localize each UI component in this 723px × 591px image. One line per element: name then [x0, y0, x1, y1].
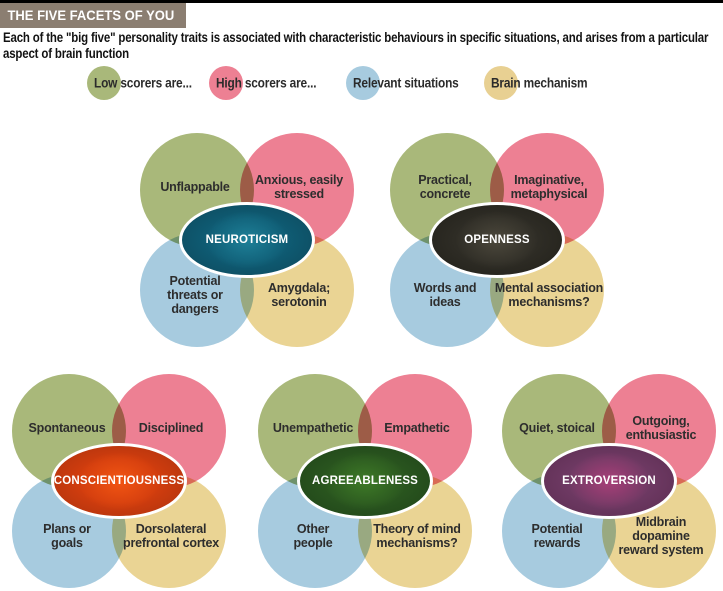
page-title: THE FIVE FACETS OF YOU — [7, 7, 175, 23]
cluster-agreeableness: Unempathetic Empathetic Other people The… — [258, 374, 472, 588]
brain-label: Midbrain dopamine reward system — [618, 514, 704, 558]
legend-label: High scorers are... — [216, 75, 317, 91]
subtitle-line-2: aspect of brain function — [3, 46, 129, 61]
legend-label: Relevant situations — [353, 75, 459, 91]
brain-label: Amygdala; serotonin — [267, 280, 331, 309]
brain-label: Mental association mechanisms? — [494, 280, 604, 309]
trait-ellipse: NEUROTICISM — [179, 202, 315, 278]
cluster-neuroticism: Unflappable Anxious, easily stressed Pot… — [140, 133, 354, 347]
brain-label: Dorsolateral prefrontal cortex — [123, 521, 219, 550]
trait-ellipse: OPENNESS — [429, 202, 565, 278]
low-scorer-label: Quiet, stoical — [519, 420, 595, 435]
situations-label: Potential threats or dangers — [167, 273, 223, 317]
trait-ellipse: CONSCIENTIOUSNESS — [51, 443, 187, 519]
legend-label: Brain mechanism — [491, 75, 588, 91]
high-scorer-label: Anxious, easily stressed — [254, 172, 343, 201]
cluster-conscientiousness: Spontaneous Disciplined Plans or goals D… — [12, 374, 226, 588]
trait-ellipse: EXTROVERSION — [541, 443, 677, 519]
subtitle-line-1: Each of the "big five" personality trait… — [3, 30, 709, 45]
low-scorer-label: Unflappable — [160, 179, 230, 194]
low-scorer-color-dot — [87, 66, 121, 100]
high-scorer-label: Outgoing, enthusiastic — [625, 413, 697, 442]
low-scorer-label: Unempathetic — [272, 420, 354, 435]
situations-label: Words and ideas — [413, 280, 477, 309]
cluster-openness: Practical, concrete Imaginative, metaphy… — [390, 133, 604, 347]
top-border — [0, 0, 723, 3]
low-scorer-label: Practical, concrete — [418, 172, 472, 201]
situations-label: Potential rewards — [531, 521, 583, 550]
brain-color-dot — [484, 66, 518, 100]
high-scorer-label: Imaginative, metaphysical — [510, 172, 588, 201]
situations-color-dot — [346, 66, 380, 100]
high-scorer-color-dot — [209, 66, 243, 100]
cluster-extroversion: Quiet, stoical Outgoing, enthusiastic Po… — [502, 374, 716, 588]
brain-label: Theory of mind mechanisms? — [373, 521, 461, 550]
legend-label: Low scorers are... — [94, 75, 192, 91]
situations-label: Other people — [293, 521, 333, 550]
high-scorer-label: Empathetic — [384, 420, 450, 435]
title-bar: THE FIVE FACETS OF YOU — [0, 3, 186, 28]
high-scorer-label: Disciplined — [138, 420, 204, 435]
situations-label: Plans or goals — [43, 521, 91, 550]
trait-ellipse: AGREEABLENESS — [297, 443, 433, 519]
low-scorer-label: Spontaneous — [28, 420, 106, 435]
